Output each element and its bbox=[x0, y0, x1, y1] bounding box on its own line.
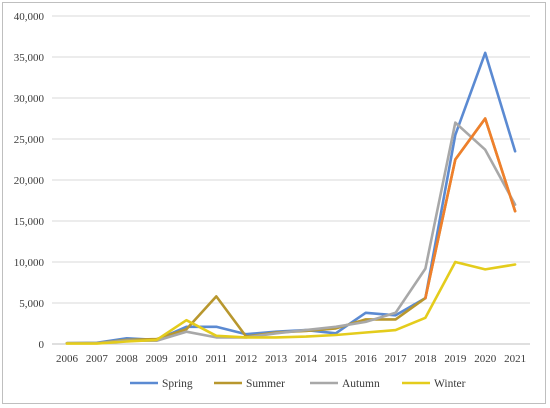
x-tick-label: 2009 bbox=[146, 353, 169, 365]
legend-label-summer: Summer bbox=[246, 378, 285, 390]
x-tick-label: 2020 bbox=[474, 353, 497, 365]
x-tick-label: 2014 bbox=[295, 353, 318, 365]
x-tick-label: 2006 bbox=[56, 353, 79, 365]
legend: Spring Summer Autumn Winter bbox=[130, 378, 466, 390]
x-tick-label: 2021 bbox=[504, 353, 526, 365]
legend-label-winter: Winter bbox=[434, 378, 466, 390]
y-tick-label: 0 bbox=[39, 339, 45, 351]
gridlines bbox=[52, 15, 530, 304]
y-tick-label: 5,000 bbox=[19, 298, 44, 310]
x-tick-label: 2017 bbox=[385, 353, 408, 365]
legend-label-spring: Spring bbox=[162, 378, 193, 390]
x-tick-label: 2011 bbox=[206, 353, 228, 365]
series-line-summer-overlay bbox=[424, 117, 517, 300]
x-tick-label: 2016 bbox=[355, 353, 378, 365]
y-tick-label: 35,000 bbox=[14, 52, 45, 64]
legend-label-autumn: Autumn bbox=[342, 378, 380, 390]
y-tick-label: 25,000 bbox=[14, 134, 45, 146]
y-tick-label: 20,000 bbox=[14, 175, 45, 187]
x-tick-label: 2008 bbox=[116, 353, 139, 365]
series-lines bbox=[65, 51, 517, 345]
y-axis-ticks: 0 5,000 10,000 15,000 20,000 25,000 30,000 35,0… bbox=[14, 11, 45, 351]
y-tick-label: 15,000 bbox=[14, 216, 45, 228]
series-line-summer bbox=[65, 117, 517, 345]
series-line-autumn bbox=[65, 121, 517, 345]
x-axis-ticks: 2006 2007 2008 2009 2010 2011 2012 2013 2014 2015… bbox=[56, 353, 526, 365]
x-tick-label: 2018 bbox=[414, 353, 437, 365]
x-tick-label: 2010 bbox=[175, 353, 198, 365]
series-line-winter bbox=[65, 260, 517, 345]
x-tick-label: 2013 bbox=[265, 353, 288, 365]
y-tick-label: 10,000 bbox=[14, 257, 45, 269]
x-tick-label: 2012 bbox=[235, 353, 257, 365]
x-tick-label: 2019 bbox=[444, 353, 467, 365]
y-tick-label: 40,000 bbox=[14, 11, 45, 23]
y-tick-label: 30,000 bbox=[14, 93, 45, 105]
x-tick-label: 2015 bbox=[325, 353, 348, 365]
x-tick-label: 2007 bbox=[86, 353, 109, 365]
